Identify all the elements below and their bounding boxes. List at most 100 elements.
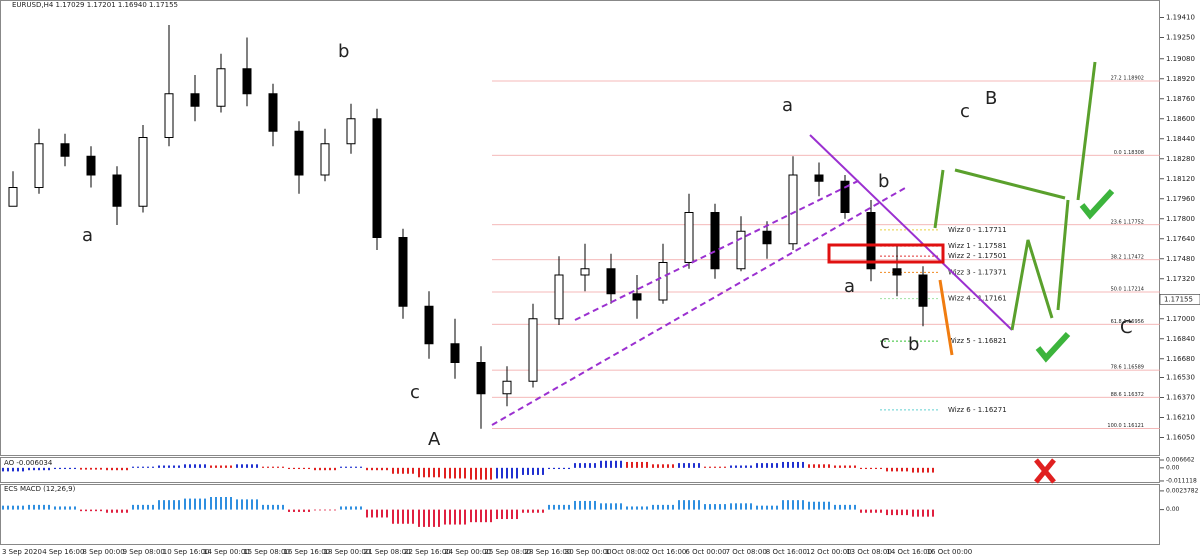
y-tick-label: 1.18920 bbox=[1166, 75, 1195, 83]
candle-body bbox=[580, 268, 590, 276]
x-tick-label: 6 Oct 00:00 bbox=[685, 548, 726, 556]
wave-label: a bbox=[782, 95, 793, 116]
arrow bbox=[1056, 199, 1070, 311]
x-tick-label: 12 Oct 00:00 bbox=[806, 548, 852, 556]
y-tick-label: 1.17480 bbox=[1166, 255, 1195, 263]
y-tick-label: 0.006662 bbox=[1166, 456, 1195, 463]
y-tick-label: 1.17000 bbox=[1166, 315, 1195, 323]
y-tick-label: 1.17800 bbox=[1166, 215, 1195, 223]
candle-body bbox=[840, 180, 850, 213]
fib-label: 50.0 1.17214 bbox=[1111, 287, 1144, 293]
wizz-label: Wizz 3 - 1.17371 bbox=[948, 268, 1007, 276]
candle-body bbox=[502, 380, 512, 395]
x-tick-label: 16 Sep 16:00 bbox=[283, 548, 330, 556]
candle-body bbox=[528, 318, 538, 382]
candle-body bbox=[268, 93, 278, 132]
y-tick-label: 1.17320 bbox=[1166, 275, 1195, 283]
arrows bbox=[933, 61, 1097, 331]
wizz-label: Wizz 2 - 1.17501 bbox=[948, 252, 1007, 260]
arrow bbox=[933, 169, 945, 229]
x-tick-label: 3 Sep 2020 bbox=[2, 548, 42, 556]
ao-title: AO -0.006034 bbox=[4, 459, 53, 467]
candle-body bbox=[866, 212, 876, 270]
y-tick-label: 0.00 bbox=[1166, 464, 1180, 471]
wave-label: c bbox=[410, 382, 420, 403]
candle-body bbox=[216, 68, 226, 107]
x-tick-label: 9 Sep 08:00 bbox=[123, 548, 165, 556]
wave-label: b bbox=[908, 334, 919, 355]
y-tick-label: 1.17960 bbox=[1166, 195, 1195, 203]
candle-body bbox=[658, 262, 668, 301]
wizz-label: Wizz 6 - 1.16271 bbox=[948, 406, 1007, 414]
x-tick-label: 7 Oct 08:00 bbox=[726, 548, 767, 556]
y-tick-label: 1.19080 bbox=[1166, 55, 1195, 63]
arrow bbox=[1010, 239, 1054, 331]
wave-label: b bbox=[338, 41, 349, 62]
candle-body bbox=[450, 343, 460, 363]
candle-body bbox=[476, 362, 486, 395]
wave-label: b bbox=[878, 171, 889, 192]
candle-body bbox=[814, 174, 824, 182]
candle-body bbox=[632, 293, 642, 301]
x-tick-label: 8 Oct 16:00 bbox=[766, 548, 807, 556]
wave-label: a bbox=[844, 276, 855, 297]
candle-body bbox=[164, 93, 174, 138]
trend-line bbox=[809, 134, 1013, 331]
candle-body bbox=[138, 137, 148, 207]
wizz-label: Wizz 4 - 1.17161 bbox=[948, 295, 1007, 303]
x-tick-label: 4 Sep 16:00 bbox=[42, 548, 84, 556]
candle-body bbox=[554, 274, 564, 320]
x-tick-label: 30 Sep 00:00 bbox=[565, 548, 612, 556]
y-tick-label: 1.16530 bbox=[1166, 374, 1195, 382]
x-tick-label: 8 Sep 00:00 bbox=[82, 548, 124, 556]
candle-body bbox=[242, 68, 252, 95]
x-tick-label: 15 Sep 08:00 bbox=[243, 548, 290, 556]
x-tick-label: 24 Sep 00:00 bbox=[444, 548, 491, 556]
candle-body bbox=[606, 268, 616, 295]
x-tick-label: 28 Sep 16:00 bbox=[525, 548, 572, 556]
candle-body bbox=[736, 230, 746, 270]
candle-body bbox=[918, 274, 928, 307]
fib-label: 100.0 1.16121 bbox=[1107, 423, 1144, 429]
y-tick-label: 0.00 bbox=[1166, 506, 1180, 513]
y-tick-label: 1.16680 bbox=[1166, 355, 1195, 363]
wave-label: C bbox=[1120, 317, 1133, 338]
candle-body bbox=[684, 212, 694, 263]
x-tick-label: 16 Oct 00:00 bbox=[927, 548, 973, 556]
wave-label: c bbox=[880, 332, 890, 353]
candle-body bbox=[294, 130, 304, 176]
y-tick-label: 0.0023782 bbox=[1166, 487, 1199, 494]
x-tick-label: 21 Sep 08:00 bbox=[364, 548, 411, 556]
chart-title: EURUSD,H4 1.17029 1.17201 1.16940 1.1715… bbox=[12, 1, 178, 9]
fib-label: 61.8 1.16956 bbox=[1111, 319, 1144, 325]
macd-title: ECS MACD (12,26,9) bbox=[4, 485, 76, 493]
y-tick-label: 1.16050 bbox=[1166, 434, 1195, 442]
y-tick-label: 1.19410 bbox=[1166, 14, 1195, 22]
y-tick-label: 1.18280 bbox=[1166, 155, 1195, 163]
candle-body bbox=[372, 118, 382, 238]
y-tick-label: 1.18120 bbox=[1166, 175, 1195, 183]
x-tick-label: 2 Oct 16:00 bbox=[645, 548, 686, 556]
candle-body bbox=[788, 174, 798, 245]
arrow bbox=[938, 279, 954, 356]
y-tick-label: -0.011118 bbox=[1166, 477, 1197, 484]
candle-body bbox=[190, 93, 200, 107]
last-price-box bbox=[1159, 294, 1200, 305]
y-tick-label: 1.16840 bbox=[1166, 335, 1195, 343]
wave-label: c bbox=[960, 101, 970, 122]
wizz-label: Wizz 5 - 1.16821 bbox=[948, 337, 1007, 345]
ao-panel bbox=[0, 457, 1160, 483]
fib-label: 78.6 1.16589 bbox=[1111, 365, 1144, 371]
wizz-label: Wizz 1 - 1.17581 bbox=[948, 242, 1007, 250]
candle-body bbox=[112, 174, 122, 207]
candle-body bbox=[398, 237, 408, 307]
fib-label: 0.0 1.18308 bbox=[1114, 150, 1144, 156]
zone-box bbox=[827, 243, 945, 264]
macd-panel bbox=[0, 484, 1160, 545]
main-panel bbox=[0, 0, 1160, 456]
x-mark bbox=[1034, 458, 1056, 484]
candle-body bbox=[320, 143, 330, 176]
x-tick-label: 14 Sep 00:00 bbox=[203, 548, 250, 556]
